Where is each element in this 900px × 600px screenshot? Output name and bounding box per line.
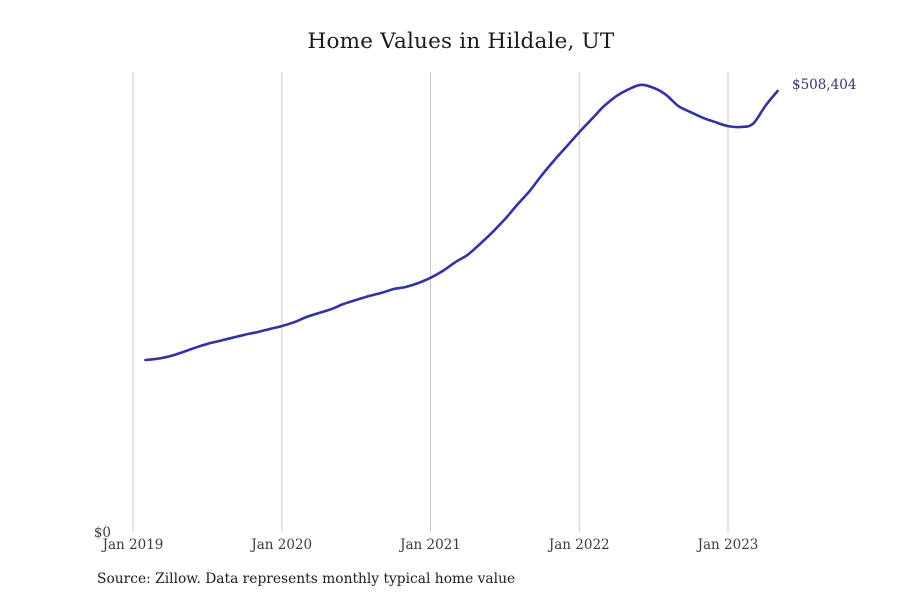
x-tick-label: Jan 2021	[400, 537, 461, 553]
y-axis-zero-label: $0	[93, 525, 111, 541]
x-tick-label: Jan 2020	[251, 537, 313, 553]
x-tick-label: Jan 2023	[697, 537, 759, 553]
x-tick-label: Jan 2019	[102, 537, 164, 553]
x-tick-label: Jan 2022	[548, 537, 610, 553]
chart-title: Home Values in Hildale, UT	[307, 29, 615, 54]
year-gridlines	[132, 72, 729, 532]
home-value-line-series	[144, 83, 779, 362]
latest-value-label: $508,404	[792, 77, 857, 93]
source-note: Source: Zillow. Data represents monthly …	[97, 571, 516, 587]
